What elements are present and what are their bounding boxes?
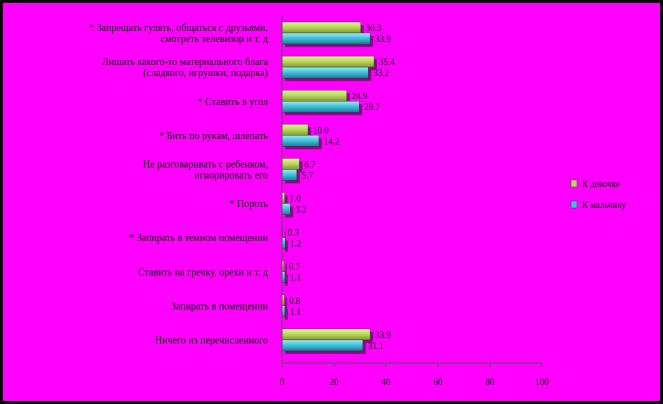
bar-shadow (285, 297, 288, 309)
value-label: 0.8 (289, 296, 301, 306)
bar-chart: 0 20 40 60 80 100 * Запрещать гулять, общатьс… (89, 16, 626, 387)
category-label: * Запирать в темном помещении (129, 233, 268, 244)
legend-swatch (570, 200, 578, 209)
bar-girl (281, 328, 371, 341)
bar-girl (281, 89, 347, 102)
axes: 0 20 40 60 80 100 (280, 16, 549, 387)
category-label: * Ставить в угол (198, 97, 268, 108)
category-label: Не разговаривать с ребенком, игнорировать… (143, 159, 268, 181)
bar-boy (281, 203, 291, 215)
x-tick-label: 20 (330, 377, 340, 387)
value-label: 1.2 (290, 239, 301, 249)
value-label: 0.3 (288, 228, 300, 238)
value-label: 5.7 (302, 170, 314, 180)
legend-label: К мальчику (582, 200, 626, 210)
category-label: Ставить на гречку, орехи и т. д (138, 267, 268, 278)
category-label: Ничего из перечисленного (155, 335, 268, 346)
category-label: * Запрещать гулять, общаться с друзьями,… (89, 23, 268, 45)
category-label: * Пороть (229, 199, 268, 210)
bar-boy (281, 66, 369, 79)
bar-shadow (285, 274, 288, 286)
x-tick-label: 60 (434, 377, 444, 387)
bar-shadow (285, 263, 287, 275)
bar-boy (281, 135, 320, 147)
value-label: 14.2 (324, 136, 340, 146)
legend-swatch (570, 179, 578, 188)
labels: * Запрещать гулять, общаться с друзьями,… (89, 23, 395, 351)
value-label: 33.9 (375, 34, 391, 44)
legend-label: К девочке (582, 179, 620, 189)
category-label: * Бить по рукам, шлепать (159, 131, 268, 142)
bars (281, 21, 375, 352)
value-label: 3.2 (295, 205, 306, 215)
x-tick-label: 0 (280, 377, 285, 387)
category-label: Лишать какого-то материального блага (сла… (102, 57, 269, 79)
bar-shadow (285, 308, 288, 320)
value-label: 30.3 (366, 23, 382, 33)
value-label: 1.0 (290, 194, 302, 204)
bar-boy (281, 169, 298, 181)
value-label: 24.9 (352, 91, 368, 101)
category-label: Запирать в помещении (171, 301, 269, 312)
bar-boy (281, 100, 360, 113)
bar-shadow (285, 195, 288, 207)
value-label: 0.7 (289, 262, 301, 272)
value-label: 31.1 (368, 341, 384, 351)
x-tick-label: 40 (382, 377, 392, 387)
bar-girl (281, 55, 375, 68)
x-tick-label: 100 (535, 377, 549, 387)
value-label: 33.9 (375, 330, 391, 340)
chart-area: 0 20 40 60 80 100 * Запрещать гулять, общатьс… (3, 3, 660, 401)
bar-shadow (285, 240, 289, 252)
value-label: 1.1 (290, 273, 301, 283)
bar-boy (281, 339, 364, 352)
value-label: 29.7 (364, 102, 380, 112)
legend: К девочке К мальчику (570, 179, 626, 210)
bar-boy (281, 32, 371, 45)
value-label: 1.1 (290, 307, 301, 317)
value-label: 33.2 (373, 68, 389, 78)
value-label: 6.7 (304, 159, 316, 169)
bar-girl (281, 21, 361, 34)
bar-shadow (285, 229, 286, 241)
value-label: 35.4 (379, 57, 395, 67)
value-label: 10.0 (313, 125, 329, 135)
bar-girl (281, 158, 300, 170)
x-tick-label: 80 (486, 377, 496, 387)
bar-girl (281, 124, 309, 136)
